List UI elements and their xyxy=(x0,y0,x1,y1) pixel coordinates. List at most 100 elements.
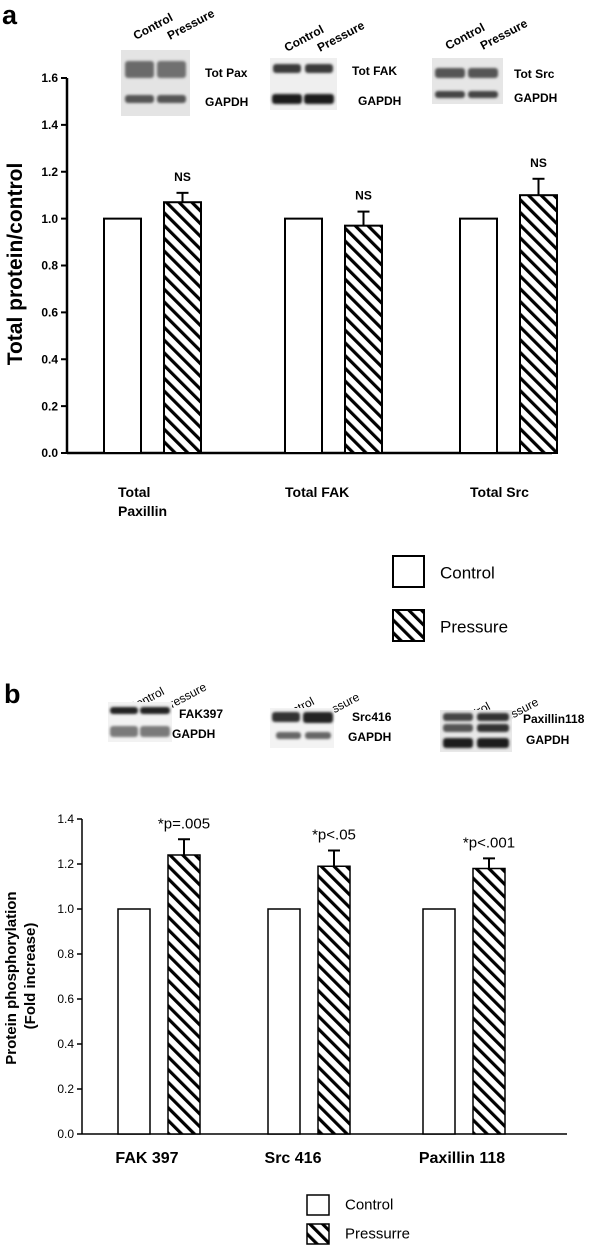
chart-panel-b: ControlPressureFAK397GAPDHControlPressur… xyxy=(3,680,585,1245)
blot-band xyxy=(443,738,473,748)
significance-annotation: NS xyxy=(174,170,191,184)
blot-band xyxy=(140,726,170,737)
blot-band xyxy=(477,713,509,721)
x-category-label: Total FAK xyxy=(285,484,349,500)
blot-band xyxy=(477,724,509,732)
y-tick-label: 0.2 xyxy=(57,1082,74,1096)
significance-annotation: NS xyxy=(530,156,547,170)
bar-pressure xyxy=(317,865,351,1135)
y-axis-label-b: Protein phosphorylation (Fold increase) xyxy=(3,887,39,1065)
significance-annotation: NS xyxy=(355,189,372,203)
blot-protein-label: GAPDH xyxy=(348,730,391,744)
blot-protein-label: Tot Pax xyxy=(205,66,248,80)
blot-band xyxy=(110,707,138,714)
blot-band xyxy=(125,61,154,78)
categories-panel-a: Total Paxillin Total FAK Total Src xyxy=(118,484,529,519)
blot-protein-label: Src416 xyxy=(352,710,392,724)
y-tick-label: 1.0 xyxy=(41,212,58,226)
x-category-label: FAK 397 xyxy=(115,1150,178,1167)
blot-band xyxy=(305,64,333,73)
x-category-label: Total xyxy=(118,484,150,500)
blot-band xyxy=(435,91,465,98)
x-category-label: Paxillin xyxy=(118,503,167,519)
bar-control xyxy=(267,908,301,1135)
blot-band xyxy=(273,64,301,73)
blot-band xyxy=(303,712,333,723)
y-tick-label: 0.8 xyxy=(57,947,74,961)
y-tick-label: 1.4 xyxy=(41,118,58,132)
blot-band xyxy=(305,732,331,739)
blot-gel-background xyxy=(121,50,190,116)
blot-protein-label: GAPDH xyxy=(172,727,215,741)
panel-letter-b: b xyxy=(4,679,21,709)
bar-control xyxy=(422,908,456,1135)
blot-lane-label: Pressure xyxy=(165,6,217,43)
legend-label: Pressure xyxy=(440,617,508,636)
blot-protein-label: GAPDH xyxy=(526,733,569,747)
legend-swatch-control xyxy=(392,555,425,588)
y-tick-label: 0.0 xyxy=(57,1127,74,1141)
blot-band xyxy=(468,68,498,78)
legend-label: Pressurre xyxy=(345,1225,410,1242)
blot-protein-label: Tot FAK xyxy=(352,64,397,78)
bar-pressure xyxy=(519,194,558,454)
legend-label: Control xyxy=(345,1196,393,1213)
blot-protein-label: FAK397 xyxy=(179,707,223,721)
blot-band xyxy=(272,94,302,104)
blot-band xyxy=(272,712,300,722)
panel-letter-a: a xyxy=(2,0,18,30)
bar-pressure xyxy=(163,201,202,454)
categories-panel-b: FAK 397 Src 416 Paxillin 118 xyxy=(115,1150,505,1167)
y-tick-label: 0.8 xyxy=(41,259,58,273)
blot-band xyxy=(477,738,509,748)
y-tick-label: 0.4 xyxy=(57,1037,74,1051)
legend-label: Control xyxy=(440,563,495,582)
y-tick-label: 0.6 xyxy=(41,306,58,320)
blot-band xyxy=(157,95,186,103)
blot-band xyxy=(468,91,498,98)
x-category-label: Src 416 xyxy=(265,1150,322,1167)
blot-band xyxy=(443,713,473,721)
y-tick-label: 1.6 xyxy=(41,71,58,85)
y-tick-label: 0.4 xyxy=(41,352,58,366)
y-tick-label: 1.4 xyxy=(57,812,74,826)
y-tick-label: 0.0 xyxy=(41,446,58,460)
y-axis-label-b-line2: (Fold increase) xyxy=(22,923,39,1030)
western-blot-inset: ControlPressurePaxillin118GAPDH xyxy=(440,695,585,752)
bar-control xyxy=(117,908,151,1135)
blot-protein-label: GAPDH xyxy=(205,95,248,109)
blot-band xyxy=(140,707,170,714)
y-axis-label-a: Total protein/control xyxy=(4,163,27,366)
blot-band xyxy=(304,94,334,104)
legend-swatch-pressure xyxy=(392,609,425,642)
y-tick-label: 1.2 xyxy=(41,165,58,179)
blot-band xyxy=(110,726,138,737)
legend-panel-b: Control Pressurre xyxy=(306,1194,410,1245)
bar-control xyxy=(103,217,142,454)
y-axis-panel-b: 0.0 0.2 0.4 0.6 0.8 1.0 1.2 1.4 Protein phospho… xyxy=(3,812,83,1141)
significance-annotation: *p<.05 xyxy=(312,827,356,844)
significance-annotation: *p<.001 xyxy=(463,834,515,851)
blot-protein-label: GAPDH xyxy=(358,94,401,108)
significance-annotation: *p=.005 xyxy=(158,815,210,832)
bar-pressure xyxy=(472,867,506,1135)
bar-pressure xyxy=(167,854,201,1135)
blots-panel-b: ControlPressureFAK397GAPDHControlPressur… xyxy=(108,680,585,752)
blot-band xyxy=(443,724,473,732)
blot-lane-label: Control xyxy=(443,20,487,52)
y-axis-panel-a: 0.0 0.2 0.4 0.6 0.8 1.0 1.2 1.4 1.6 Total protei… xyxy=(4,71,69,460)
y-tick-label: 0.6 xyxy=(57,992,74,1006)
y-tick-label: 0.2 xyxy=(41,399,58,413)
blot-band xyxy=(276,732,301,739)
blot-band xyxy=(435,68,465,78)
blot-protein-label: GAPDH xyxy=(514,91,557,105)
bars-panel-b: *p=.005 *p<.05 *p<.001 xyxy=(117,815,515,1135)
x-category-label: Paxillin 118 xyxy=(419,1150,505,1167)
